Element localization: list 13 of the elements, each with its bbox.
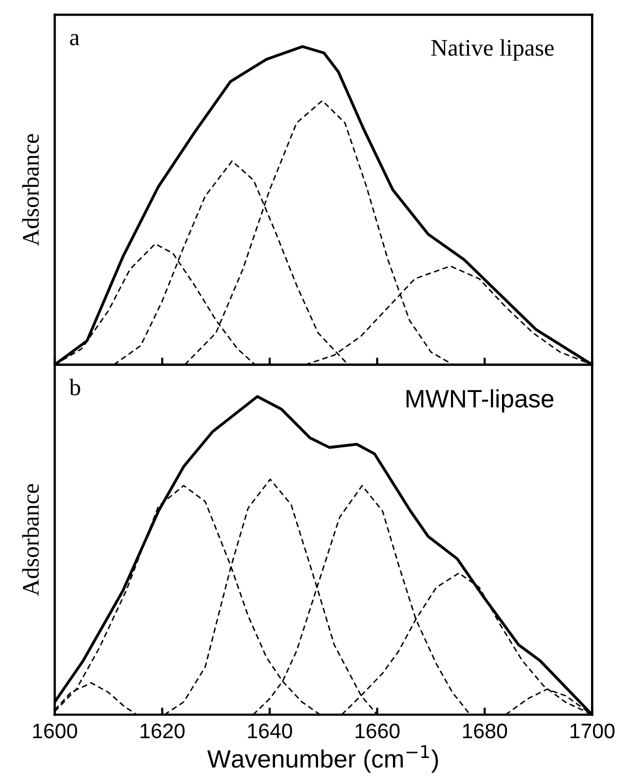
x-tick-label: 1620 — [140, 724, 185, 738]
annotation: MWNT-lipase — [406, 389, 554, 413]
chart-title: b — [69, 378, 80, 396]
y-axis-title: Adsorbance — [22, 484, 39, 596]
x-tick-label: 1600 — [33, 724, 78, 738]
chart-title: a — [70, 34, 80, 46]
x-tick-label: 1680 — [463, 724, 508, 738]
x-tick-label: 1640 — [248, 724, 292, 738]
x-tick-label: 1660 — [356, 724, 400, 738]
annotation: Native lipase — [431, 39, 554, 61]
x-axis-title: Wavenumber (cm$^{−1}$) — [207, 745, 438, 773]
x-tick-label: 1700 — [570, 724, 615, 738]
y-axis-title: Adsorbance — [22, 134, 39, 246]
